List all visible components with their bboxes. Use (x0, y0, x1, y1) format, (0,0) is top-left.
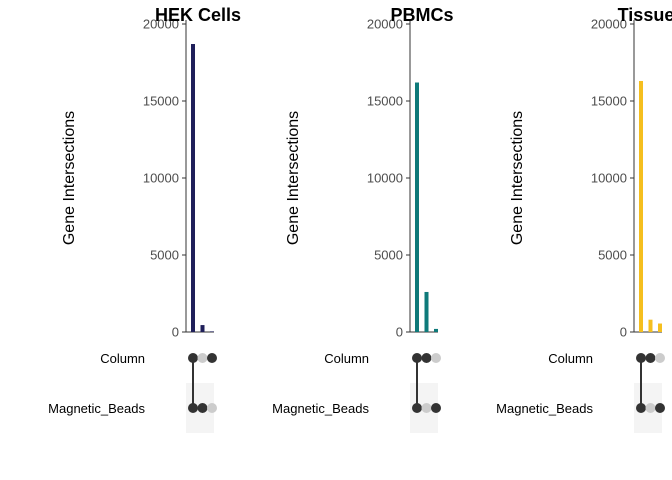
y-tick-label: 15000 (367, 94, 403, 109)
y-tick-label: 20000 (367, 17, 403, 32)
matrix-dot-active (197, 403, 208, 413)
panel-title: Tissue (618, 5, 672, 25)
matrix-dot-active (421, 353, 432, 363)
matrix-dot-active (636, 403, 646, 413)
bar (424, 291, 429, 332)
matrix-dot-active (412, 403, 422, 413)
matrix-dot-active (412, 353, 422, 363)
y-tick-label: 5000 (374, 248, 403, 263)
y-tick-label: 15000 (143, 94, 179, 109)
y-tick-label: 0 (396, 325, 403, 340)
matrix-dot-active (188, 353, 198, 363)
y-tick-label: 5000 (598, 248, 627, 263)
bar (191, 44, 195, 333)
bar (415, 82, 419, 333)
y-axis-label: Gene Intersections (509, 111, 526, 245)
matrix-dot-active (207, 353, 217, 363)
set-label-column: Column (548, 351, 593, 366)
bar (639, 80, 643, 332)
set-label-magnetic_beads: Magnetic_Beads (272, 401, 369, 416)
bar (434, 328, 438, 332)
matrix-dot-inactive (207, 403, 217, 413)
matrix-dot-active (655, 403, 665, 413)
y-tick-label: 20000 (143, 17, 179, 32)
matrix-dot-inactive (197, 353, 208, 363)
matrix-dot-inactive (645, 403, 656, 413)
y-tick-label: 10000 (367, 171, 403, 186)
matrix-dot-active (431, 403, 441, 413)
set-label-magnetic_beads: Magnetic_Beads (48, 401, 145, 416)
y-axis-label: Gene Intersections (285, 111, 302, 245)
y-tick-label: 5000 (150, 248, 179, 263)
y-tick-label: 10000 (143, 171, 179, 186)
matrix-dot-active (645, 353, 656, 363)
matrix-dot-inactive (655, 353, 665, 363)
y-tick-label: 0 (172, 325, 179, 340)
bar (658, 323, 662, 332)
matrix-dot-inactive (421, 403, 432, 413)
y-tick-label: 0 (620, 325, 627, 340)
set-label-column: Column (100, 351, 145, 366)
matrix-dot-active (636, 353, 646, 363)
bar (648, 319, 653, 332)
y-tick-label: 15000 (591, 94, 627, 109)
y-tick-label: 20000 (591, 17, 627, 32)
matrix-dot-active (188, 403, 198, 413)
y-axis-label: Gene Intersections (61, 111, 78, 245)
set-label-column: Column (324, 351, 369, 366)
matrix-dot-inactive (431, 353, 441, 363)
panel-title: PBMCs (390, 5, 453, 25)
y-tick-label: 10000 (591, 171, 627, 186)
panel-title: HEK Cells (155, 5, 241, 25)
bar (200, 325, 205, 332)
set-label-magnetic_beads: Magnetic_Beads (496, 401, 593, 416)
bar (210, 331, 214, 332)
